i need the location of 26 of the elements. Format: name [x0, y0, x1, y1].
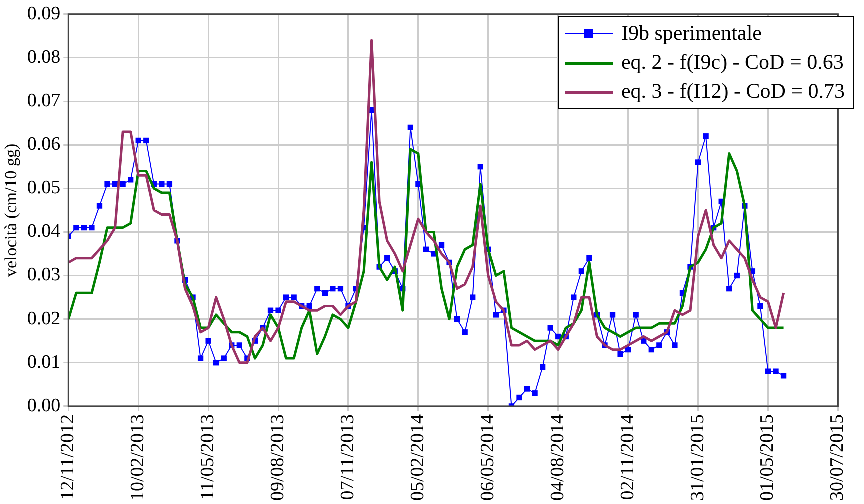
y-tick-label: 0.09 — [27, 3, 61, 24]
x-tick-label: 01/05/2015 — [757, 414, 778, 502]
legend-label: eq. 3 - f(I12) - CoD = 0.73 — [621, 78, 845, 105]
y-tick-label: 0.00 — [27, 395, 61, 416]
x-tick-label: 06/05/2014 — [477, 414, 498, 502]
x-tick-label: 09/08/2013 — [268, 414, 289, 502]
y-tick-label: 0.03 — [27, 264, 61, 286]
y-tick-label: 0.04 — [27, 221, 62, 242]
y-tick-label: 0.02 — [27, 308, 61, 330]
legend-label: eq. 2 - f(I9c) - CoD = 0.63 — [621, 49, 844, 76]
y-tick-label: 0.05 — [27, 178, 61, 199]
x-tick-label: 31/01/2015 — [687, 414, 708, 502]
y-tick-label: 0.06 — [27, 134, 61, 156]
y-tick-label: 0.07 — [27, 90, 61, 112]
x-tick-label: 11/05/2013 — [198, 414, 219, 500]
x-tick-label: 04/08/2014 — [547, 414, 568, 502]
x-tick-label: 30/07/2015 — [827, 414, 848, 502]
x-tick-label: 12/11/2012 — [58, 414, 79, 500]
legend-label: I9b sperimentale — [621, 20, 762, 47]
y-axis-title: velocità (cm/10 gg) — [2, 144, 21, 277]
x-tick-label: 10/02/2013 — [128, 414, 149, 502]
x-tick-label: 05/02/2014 — [407, 414, 428, 502]
x-tick-label: 02/11/2014 — [617, 414, 638, 500]
y-tick-label: 0.01 — [27, 352, 61, 373]
x-tick-label: 07/11/2013 — [337, 414, 358, 500]
y-tick-label: 0.08 — [27, 46, 61, 68]
